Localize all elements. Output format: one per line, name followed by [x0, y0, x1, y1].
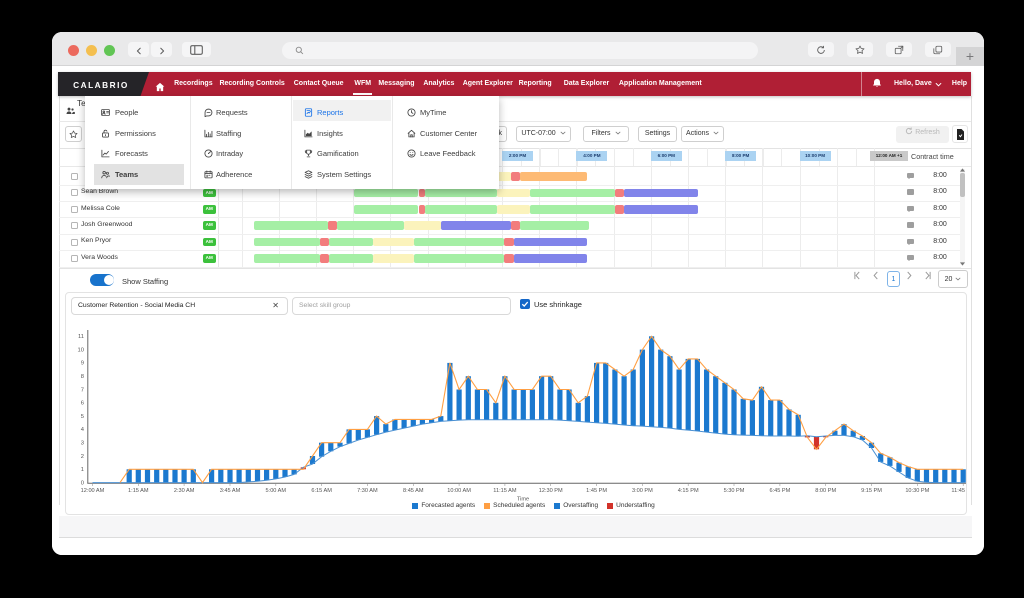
svg-text:6:15 AM: 6:15 AM — [311, 488, 332, 494]
svg-text:11:15 AM: 11:15 AM — [493, 488, 517, 494]
svg-text:11: 11 — [78, 334, 84, 340]
svg-text:8:45 AM: 8:45 AM — [403, 488, 424, 494]
svg-text:3:00 PM: 3:00 PM — [632, 488, 653, 494]
svg-text:3: 3 — [81, 441, 84, 447]
svg-text:9: 9 — [81, 361, 84, 367]
svg-text:10:00 AM: 10:00 AM — [447, 488, 471, 494]
svg-text:8:00 PM: 8:00 PM — [815, 488, 836, 494]
svg-text:1:15 AM: 1:15 AM — [128, 488, 149, 494]
svg-text:5:00 AM: 5:00 AM — [266, 488, 287, 494]
svg-text:2:30 AM: 2:30 AM — [174, 488, 195, 494]
svg-text:1:45 PM: 1:45 PM — [586, 488, 607, 494]
svg-text:6:45 PM: 6:45 PM — [769, 488, 790, 494]
svg-text:12:30 PM: 12:30 PM — [539, 488, 563, 494]
svg-text:7:30 AM: 7:30 AM — [357, 488, 378, 494]
svg-text:6: 6 — [81, 401, 84, 407]
svg-text:0: 0 — [81, 480, 84, 486]
svg-text:4: 4 — [81, 427, 85, 433]
svg-text:12:00 AM: 12:00 AM — [81, 488, 105, 494]
svg-text:2: 2 — [81, 454, 84, 460]
svg-text:9:15 PM: 9:15 PM — [861, 488, 882, 494]
svg-text:3:45 AM: 3:45 AM — [220, 488, 241, 494]
svg-text:7: 7 — [81, 387, 84, 393]
svg-text:4:15 PM: 4:15 PM — [678, 488, 699, 494]
svg-text:5:30 PM: 5:30 PM — [724, 488, 745, 494]
svg-text:8: 8 — [81, 374, 84, 380]
svg-text:10:30 PM: 10:30 PM — [905, 488, 929, 494]
svg-text:5: 5 — [81, 414, 84, 420]
svg-text:11:45 PM: 11:45 PM — [951, 488, 966, 494]
svg-text:10: 10 — [78, 347, 84, 353]
svg-text:1: 1 — [81, 467, 84, 473]
svg-text:Time: Time — [517, 497, 529, 503]
